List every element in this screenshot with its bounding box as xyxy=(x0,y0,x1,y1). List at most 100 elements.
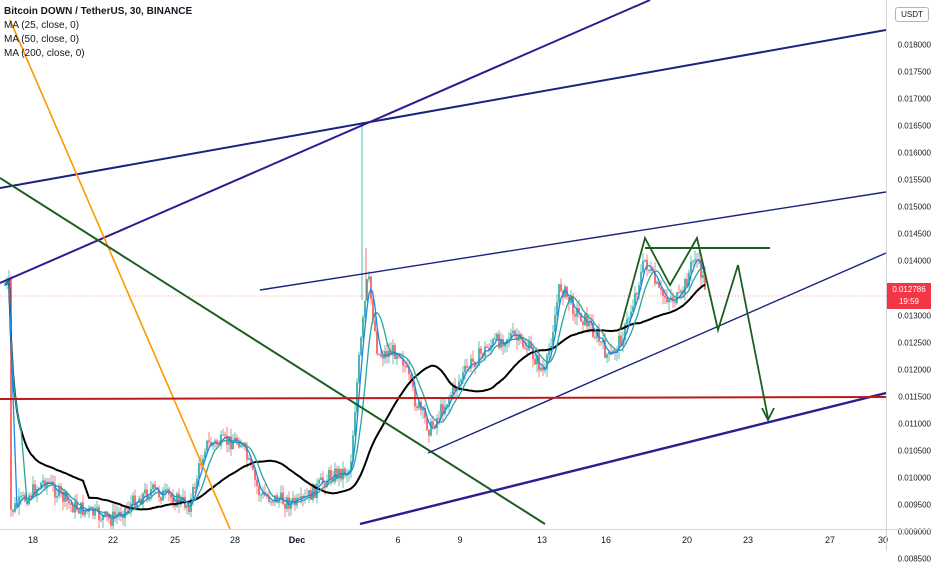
candle-body xyxy=(64,492,66,502)
candle-body xyxy=(398,355,400,357)
candle-body xyxy=(618,335,620,351)
candle-body xyxy=(564,286,566,298)
ma25-line xyxy=(4,259,706,519)
candle-body xyxy=(678,292,680,294)
candle-body xyxy=(204,451,206,459)
candle-body xyxy=(34,484,36,496)
currency-badge[interactable]: USDT xyxy=(895,7,929,22)
candle-body xyxy=(290,501,292,509)
candle-body xyxy=(280,492,282,500)
candle-body xyxy=(76,501,78,511)
candle-body xyxy=(22,495,24,497)
candle-body xyxy=(60,486,62,492)
candle-body xyxy=(82,502,84,516)
trendline-green-descending xyxy=(0,177,546,525)
candle-body xyxy=(522,339,524,348)
candle-body xyxy=(134,495,136,510)
price-tick-label: 0.017500 xyxy=(897,67,931,77)
candle-body xyxy=(576,308,578,317)
candle-body xyxy=(154,484,156,488)
candle-body xyxy=(466,366,468,368)
candle-body xyxy=(540,367,542,371)
candle-body xyxy=(492,339,494,346)
candle-body xyxy=(192,486,194,499)
candle-body xyxy=(654,270,656,284)
candle-body xyxy=(672,297,674,302)
candle-body xyxy=(460,379,462,382)
candle-body xyxy=(556,302,558,316)
candle-body xyxy=(580,312,582,322)
candle-body xyxy=(426,417,428,430)
candle-body xyxy=(150,489,152,497)
candle-body xyxy=(122,516,124,519)
candle-body xyxy=(688,272,690,286)
price-tick-label: 0.011000 xyxy=(898,419,931,429)
candle-body xyxy=(414,387,416,407)
chart-legend: Bitcoin DOWN / TetherUS, 30, BINANCE MA … xyxy=(4,5,192,61)
time-tick-label: 27 xyxy=(824,535,836,545)
candle-body xyxy=(702,274,704,278)
candle-body xyxy=(98,507,100,520)
candle-body xyxy=(558,284,560,303)
candle-body xyxy=(298,497,300,499)
candle-body xyxy=(524,347,526,349)
candle-body xyxy=(638,285,640,295)
candle-body xyxy=(450,394,452,399)
candle-body xyxy=(418,401,420,409)
candle-body xyxy=(424,408,426,418)
candle-body xyxy=(664,295,666,298)
candle-body xyxy=(20,495,22,497)
candle-body xyxy=(160,497,162,501)
candle-body xyxy=(374,320,376,332)
candle-body xyxy=(92,507,94,516)
candle-body xyxy=(102,515,104,521)
price-tick-label: 0.012000 xyxy=(897,365,931,375)
candle-body xyxy=(608,351,610,355)
candle-body xyxy=(404,365,406,367)
candle-body xyxy=(610,351,612,354)
candle-body xyxy=(174,504,176,507)
candle-body xyxy=(498,333,500,348)
legend-ma25[interactable]: MA (25, close, 0) xyxy=(4,20,80,31)
candle-body xyxy=(378,353,380,355)
candle-body xyxy=(354,412,356,436)
price-tick-label: 0.010500 xyxy=(897,446,931,456)
candle-body xyxy=(292,497,294,502)
candle-body xyxy=(630,311,632,319)
time-axis[interactable]: 18 22 25 28 Dec 6 9 13 16 20 23 27 30 xyxy=(0,529,888,551)
legend-symbol[interactable]: Bitcoin DOWN / TetherUS, 30, BINANCE xyxy=(4,6,193,17)
candle-body xyxy=(170,494,172,498)
legend-ma50[interactable]: MA (50, close, 0) xyxy=(4,34,80,45)
candle-body xyxy=(510,333,512,339)
candle-body xyxy=(464,366,466,373)
candle-body xyxy=(480,348,482,354)
candle-body xyxy=(320,477,322,480)
price-chart[interactable] xyxy=(0,0,886,529)
candle-body xyxy=(386,351,388,357)
candle-body xyxy=(452,384,454,395)
candle-body xyxy=(380,354,382,357)
projection-path xyxy=(619,235,769,419)
candle-body xyxy=(136,502,138,510)
candle-body xyxy=(206,440,208,452)
candle-body xyxy=(152,484,154,490)
legend-ma200[interactable]: MA (200, close, 0) xyxy=(4,48,85,59)
candle-body xyxy=(344,468,346,476)
candle-body xyxy=(600,341,602,343)
chart-area[interactable]: Bitcoin DOWN / TetherUS, 30, BINANCE MA … xyxy=(0,0,886,529)
candle-body xyxy=(90,507,92,509)
price-tick-label: 0.015500 xyxy=(897,175,931,185)
price-tick-label: 0.011500 xyxy=(898,392,931,402)
candle-body xyxy=(200,463,202,466)
candle-body xyxy=(172,497,174,505)
candle-body xyxy=(84,510,86,516)
time-tick-label: 16 xyxy=(600,535,612,545)
candle-body xyxy=(72,504,74,513)
candle-body xyxy=(588,321,590,327)
candle-body xyxy=(328,470,330,481)
candle-body xyxy=(240,445,242,448)
trendline-orange xyxy=(9,19,231,529)
price-axis[interactable]: USDT 0.018000 0.017500 0.017000 0.016500 0.0… xyxy=(886,0,932,563)
candle-body xyxy=(322,477,324,484)
candle-body xyxy=(594,336,596,338)
